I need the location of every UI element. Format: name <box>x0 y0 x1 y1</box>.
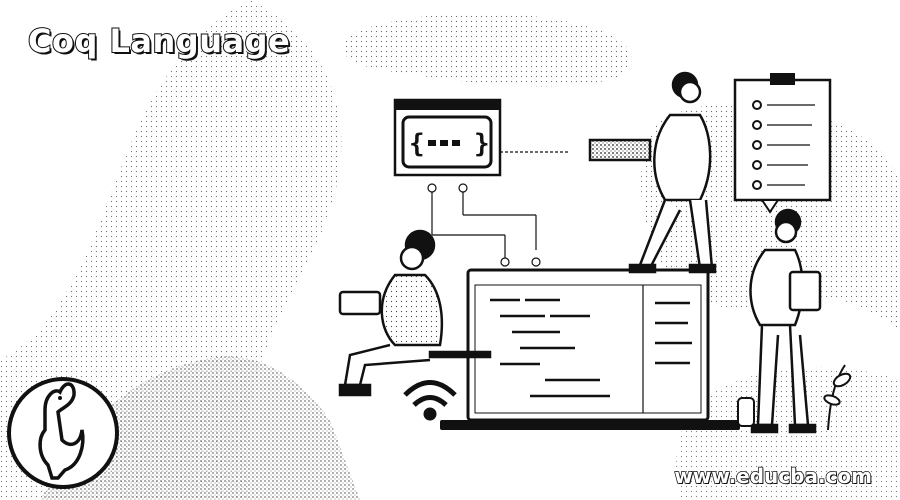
connector-lines <box>427 151 570 267</box>
plant-decoration <box>737 364 852 431</box>
svg-text:}: } <box>474 129 490 159</box>
checklist-clipboard-icon <box>733 73 832 214</box>
person-with-tablet-right <box>749 208 822 434</box>
curly-braces-code-window-icon: { } <box>393 98 502 177</box>
person-sitting-with-tablet <box>338 229 492 397</box>
wifi-icon <box>403 380 457 421</box>
page-title: Coq Language <box>27 21 291 61</box>
coq-rooster-logo-icon <box>7 377 119 489</box>
svg-text:{: { <box>409 129 425 159</box>
person-standing-with-folder <box>588 71 717 274</box>
website-url[interactable]: www.educba.com <box>674 463 873 489</box>
laptop-code-screen <box>440 268 740 430</box>
